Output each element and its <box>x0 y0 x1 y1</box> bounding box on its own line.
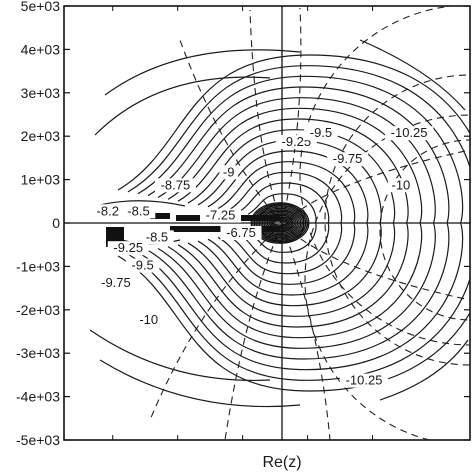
dashed-contour-circle <box>379 139 470 321</box>
dashed-contour-circle <box>304 114 470 440</box>
solid-contour-arc <box>89 329 271 382</box>
core-contour <box>250 202 310 244</box>
contour-label-bg <box>90 204 125 219</box>
solid-contour-line <box>157 97 436 349</box>
y-tick-label: -3e+03 <box>16 345 60 361</box>
solid-contour-line <box>147 86 450 360</box>
solid-contour-line <box>177 118 409 328</box>
solid-contour-arc <box>379 339 469 401</box>
contour-label: -6.75 <box>226 225 256 240</box>
contour-labels: -9.25-9.5-9.75-10-10.25-9-8.75-8.5-8.2 -7… <box>90 125 434 388</box>
x-axis-label: Re(z) <box>262 454 301 471</box>
contour-label: -10.25 <box>391 125 428 140</box>
contour-label: -9.5 <box>310 125 332 140</box>
contour-label: -10.25 <box>346 373 383 388</box>
contour-label: -7.25 <box>206 208 236 223</box>
solid-contour-line <box>227 171 343 275</box>
solid-contour-arc <box>104 49 301 96</box>
contour-label-bg <box>125 258 160 273</box>
solid-contour-line <box>237 182 330 264</box>
contour-label: -9.25 <box>282 134 312 149</box>
y-tick-label: 0 <box>52 215 60 231</box>
contour-label: -9.75 <box>101 275 131 290</box>
solid-contour-arc <box>99 359 301 408</box>
dashed-contour-circle <box>324 74 470 366</box>
contour-label: -9.5 <box>131 258 153 273</box>
dashed-contour-ray <box>249 9 283 225</box>
contour-label-bg <box>387 178 414 193</box>
contour-label: -8.2 <box>97 203 119 218</box>
dashed-contour-ray <box>281 223 470 301</box>
y-axis-ticks: 5e+03 4e+03 3e+03 2e+03 1e+03 0 -1e+03 -2e+03 -3… <box>16 0 470 448</box>
solid-contour-line <box>187 129 396 317</box>
y-tick-label: -1e+03 <box>16 258 60 274</box>
contour-label-bg <box>107 241 149 256</box>
solid-contour-line <box>197 139 382 307</box>
contour-label: -9.25 <box>113 240 143 255</box>
dashed-contour-ray <box>179 39 283 225</box>
solid-contour-arc <box>359 39 466 111</box>
contour-label-bg <box>219 165 239 180</box>
core-contour <box>256 207 304 239</box>
contour-label-bg <box>200 208 241 223</box>
solid-contour-line <box>217 161 356 285</box>
y-tick-label: -4e+03 <box>16 389 60 405</box>
solid-contour-line <box>247 193 317 253</box>
core-contour <box>261 211 299 235</box>
y-tick-label: -5e+03 <box>16 432 60 448</box>
contour-label-bg <box>327 152 369 167</box>
contour-label-bg <box>140 230 174 245</box>
solid-contour-line <box>127 65 470 381</box>
contour-label-bg <box>339 373 389 388</box>
dashed-contour-circle <box>299 6 470 346</box>
contour-label-bg <box>95 275 137 290</box>
contour-label: -8.5 <box>127 203 149 218</box>
core-contour <box>258 209 302 237</box>
left-blob-mid <box>150 213 170 219</box>
contour-label: -10 <box>139 312 158 327</box>
solid-contour-line <box>167 107 423 339</box>
core-contour <box>260 210 300 236</box>
contour-label: -9.75 <box>333 151 363 166</box>
y-tick-label: 4e+03 <box>21 41 61 57</box>
solid-contour-line <box>137 75 464 371</box>
core-contour <box>252 203 308 243</box>
contour-label: -10 <box>392 177 411 192</box>
y-tick-label: 3e+03 <box>21 85 61 101</box>
contour-label: -8.75 <box>161 177 191 192</box>
contour-label: -9 <box>223 164 235 179</box>
y-tick-label: 5e+03 <box>21 0 61 14</box>
contour-label-bg <box>121 204 156 219</box>
y-tick-label: 2e+03 <box>21 128 61 144</box>
contour-label-bg <box>220 226 262 241</box>
y-tick-label: -2e+03 <box>16 302 60 318</box>
solid-contour-arc <box>99 200 186 207</box>
contour-label-bg <box>135 312 162 327</box>
solid-contour-line <box>207 150 369 296</box>
core-contour <box>253 204 307 242</box>
solid-contour-line <box>117 54 470 392</box>
dashed-contour-ray <box>224 223 283 440</box>
dashed-contour-ray <box>281 7 302 225</box>
solid-contour-arc <box>94 76 271 136</box>
y-tick-label: 1e+03 <box>21 172 61 188</box>
contour-label: -8.5 <box>146 229 168 244</box>
contour-label-bg <box>304 126 338 141</box>
contour-label-bg <box>384 126 434 141</box>
core-contour <box>255 206 305 240</box>
contour-label-bg <box>154 178 196 193</box>
dashed-contour-ray <box>281 223 331 440</box>
